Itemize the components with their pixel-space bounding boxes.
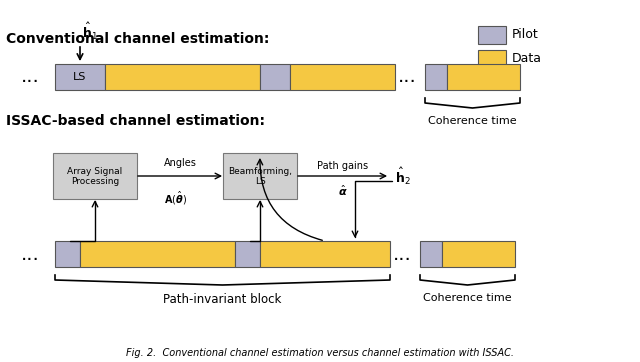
Text: $\hat{\mathbf{h}}_1$: $\hat{\mathbf{h}}_1$ <box>82 21 98 42</box>
FancyBboxPatch shape <box>223 153 297 199</box>
FancyBboxPatch shape <box>478 26 506 44</box>
Text: Conventional channel estimation:: Conventional channel estimation: <box>6 32 269 46</box>
FancyBboxPatch shape <box>478 50 506 68</box>
Text: LS: LS <box>74 72 86 82</box>
Text: ...: ... <box>20 244 40 264</box>
FancyBboxPatch shape <box>420 241 442 267</box>
Text: Processing: Processing <box>71 177 119 186</box>
FancyBboxPatch shape <box>260 241 390 267</box>
Text: Angles: Angles <box>164 158 196 168</box>
Text: $\mathbf{A}(\hat{\boldsymbol{\theta}})$: $\mathbf{A}(\hat{\boldsymbol{\theta}})$ <box>163 190 186 207</box>
Text: LS: LS <box>255 177 266 186</box>
Text: $\hat{\boldsymbol{\alpha}}$: $\hat{\boldsymbol{\alpha}}$ <box>338 184 348 198</box>
FancyBboxPatch shape <box>260 64 290 90</box>
FancyBboxPatch shape <box>80 241 235 267</box>
Text: ...: ... <box>20 67 40 87</box>
Text: Beamforming,: Beamforming, <box>228 167 292 176</box>
Text: Path-invariant block: Path-invariant block <box>163 293 282 306</box>
FancyBboxPatch shape <box>53 153 137 199</box>
Text: Pilot: Pilot <box>512 29 539 42</box>
Text: ...: ... <box>392 244 412 264</box>
FancyBboxPatch shape <box>442 241 515 267</box>
Text: ISSAC-based channel estimation:: ISSAC-based channel estimation: <box>6 114 265 128</box>
Text: Path gains: Path gains <box>317 161 368 171</box>
Text: Array Signal: Array Signal <box>67 167 123 176</box>
Text: Coherence time: Coherence time <box>428 116 517 126</box>
FancyBboxPatch shape <box>290 64 395 90</box>
FancyBboxPatch shape <box>55 64 105 90</box>
Text: Data: Data <box>512 52 542 66</box>
FancyBboxPatch shape <box>105 64 260 90</box>
Text: Coherence time: Coherence time <box>423 293 512 303</box>
FancyBboxPatch shape <box>425 64 447 90</box>
Text: $\hat{\mathbf{h}}_2$: $\hat{\mathbf{h}}_2$ <box>395 165 411 186</box>
FancyBboxPatch shape <box>447 64 520 90</box>
Text: ...: ... <box>397 67 417 87</box>
FancyBboxPatch shape <box>55 241 80 267</box>
FancyBboxPatch shape <box>235 241 260 267</box>
Text: Fig. 2.  Conventional channel estimation versus channel estimation with ISSAC.: Fig. 2. Conventional channel estimation … <box>126 348 514 358</box>
